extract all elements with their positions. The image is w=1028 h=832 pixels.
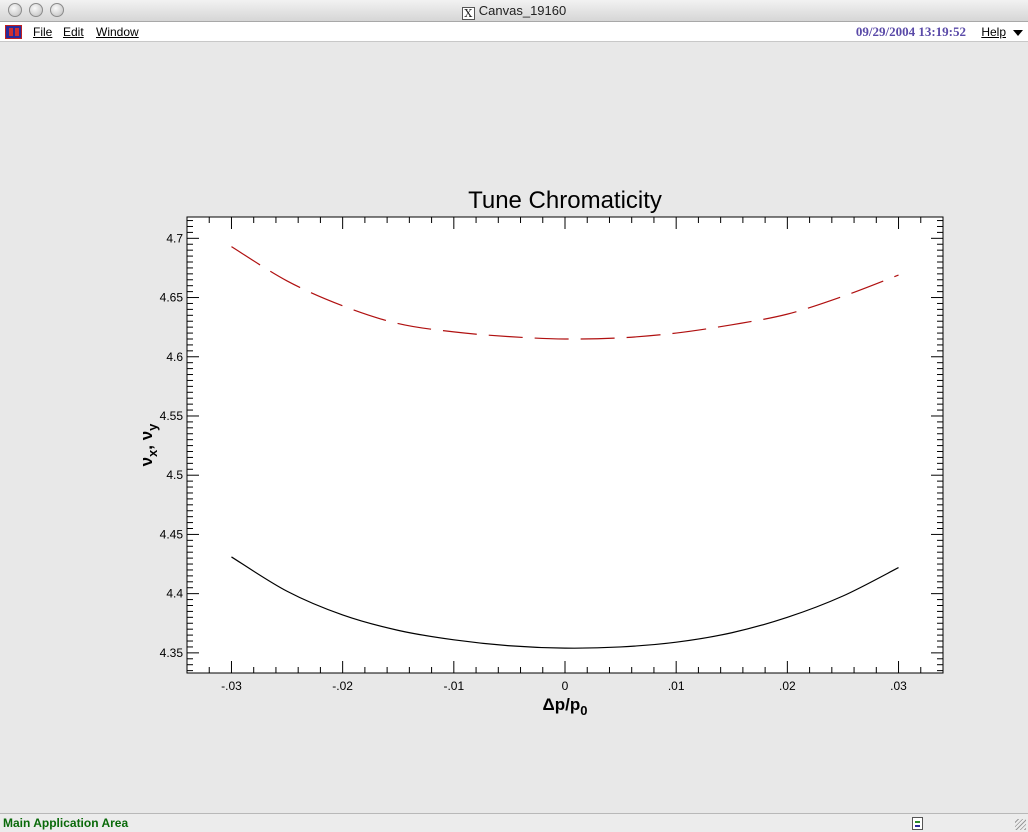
y-tick-label: 4.45 (160, 527, 184, 541)
series-line-1 (231, 246, 899, 340)
close-window-button[interactable] (8, 3, 22, 17)
series-line-2 (231, 556, 899, 649)
x11-icon: X (461, 7, 475, 20)
menu-help[interactable]: Help (981, 25, 1006, 39)
x-tick-label: -.01 (443, 679, 464, 693)
y-axis-label: νx, νy (137, 423, 160, 467)
menu-window[interactable]: Window (96, 25, 139, 39)
app-logo-icon (5, 25, 22, 39)
y-tick-label: 4.6 (166, 350, 183, 364)
y-tick-label: 4.65 (160, 291, 184, 305)
window-title-text: Canvas_19160 (478, 3, 567, 18)
document-icon[interactable] (912, 817, 923, 830)
datetime-display: 09/29/2004 13:19:52 (855, 24, 966, 39)
zoom-window-button[interactable] (50, 3, 64, 17)
y-axis-label-sub-y: y (145, 423, 160, 431)
y-axis: 4.35 4.4 4.45 4.5 4.55 4.6 4.65 4.7 (160, 220, 943, 672)
menu-window-label: Window (96, 25, 139, 39)
y-tick-label: 4.4 (166, 587, 183, 601)
menu-edit-label: Edit (63, 25, 84, 39)
x-tick-label: .01 (668, 679, 685, 693)
menu-bar: File Edit Window 09/29/2004 13:19:52 Hel… (0, 22, 1028, 42)
x-axis-label-main: Δp/p (543, 695, 581, 714)
y-tick-label: 4.5 (166, 468, 183, 482)
series-group (231, 246, 899, 649)
x-tick-label: .02 (779, 679, 796, 693)
x-tick-label: .03 (890, 679, 907, 693)
window-titlebar: X Canvas_19160 (0, 0, 1028, 22)
help-dropdown-arrow-icon[interactable] (1013, 30, 1023, 36)
x-axis: -.03 -.02 -.01 0 .01 .02 .03 (186, 217, 944, 693)
menu-file-label: File (33, 25, 53, 39)
y-tick-label: 4.7 (166, 231, 183, 245)
resize-grip-icon[interactable] (1015, 819, 1026, 830)
x-tick-label: -.02 (332, 679, 353, 693)
minimize-window-button[interactable] (29, 3, 43, 17)
chart: Tune Chromaticity -.03 -.02 -.01 0 .01 .02 .03… (137, 187, 944, 718)
menu-file[interactable]: File (33, 25, 52, 39)
window-title: X Canvas_19160 (0, 3, 1028, 20)
x-tick-label: 0 (562, 679, 569, 693)
status-text: Main Application Area (3, 816, 129, 830)
x-axis-label: Δp/p0 (543, 695, 588, 718)
plot-area (186, 216, 944, 674)
y-axis-label-sep: , ν (137, 431, 156, 450)
menu-edit[interactable]: Edit (63, 25, 84, 39)
menu-help-label: Help (981, 25, 1006, 39)
y-tick-label: 4.35 (160, 646, 184, 660)
y-axis-label-nux: ν (137, 457, 156, 466)
x-tick-label: -.03 (221, 679, 242, 693)
y-tick-label: 4.55 (160, 409, 184, 423)
x-axis-label-sub: 0 (580, 703, 587, 718)
status-bar: Main Application Area (0, 813, 1028, 832)
y-axis-label-sub-x: x (145, 449, 160, 457)
chart-title: Tune Chromaticity (468, 187, 662, 214)
